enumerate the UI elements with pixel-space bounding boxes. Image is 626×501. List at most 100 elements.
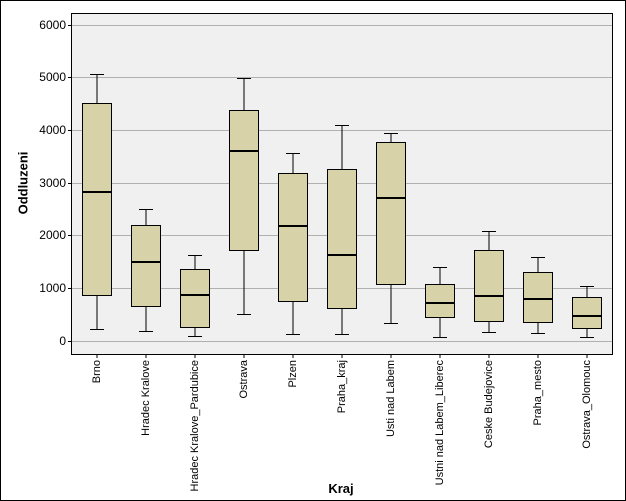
median-line — [229, 150, 259, 152]
x-axis-title: Kraj — [328, 481, 353, 496]
whisker-upper — [292, 153, 293, 173]
median-line — [327, 254, 357, 256]
whisker-cap-max — [482, 231, 496, 232]
median-line — [180, 294, 210, 296]
x-tick-label: Praha_kraj — [336, 360, 348, 413]
median-line — [474, 295, 504, 297]
whisker-upper — [243, 78, 244, 110]
x-tick-mark — [145, 354, 146, 358]
x-tick-mark — [489, 354, 490, 358]
whisker-cap-max — [531, 257, 545, 258]
x-tick-mark — [538, 354, 539, 358]
whisker-cap-min — [286, 334, 300, 335]
boxplot-group — [572, 14, 602, 354]
whisker-cap-min — [433, 337, 447, 338]
whisker-lower — [194, 328, 195, 336]
whisker-upper — [489, 231, 490, 251]
plot-area: 0100020003000400050006000BrnoHradec Kral… — [71, 13, 613, 355]
box-rect — [229, 110, 259, 251]
box-rect — [82, 103, 112, 296]
whisker-upper — [391, 133, 392, 142]
whisker-cap-min — [237, 314, 251, 315]
boxplot-group — [278, 14, 308, 354]
whisker-cap-min — [90, 329, 104, 330]
boxplot-group — [229, 14, 259, 354]
median-line — [425, 302, 455, 304]
y-tick-mark — [68, 288, 72, 289]
whisker-cap-min — [384, 323, 398, 324]
boxplot-chart: 0100020003000400050006000BrnoHradec Kral… — [0, 0, 626, 501]
x-tick-label: Brno — [91, 360, 103, 383]
whisker-upper — [342, 125, 343, 169]
y-tick-label: 2000 — [39, 228, 66, 242]
whisker-lower — [489, 322, 490, 332]
x-tick-mark — [292, 354, 293, 358]
whisker-lower — [440, 318, 441, 336]
whisker-upper — [145, 209, 146, 225]
x-tick-label: Ceske Budejovice — [483, 360, 495, 448]
median-line — [131, 261, 161, 263]
whisker-cap-max — [90, 74, 104, 75]
y-tick-label: 1000 — [39, 281, 66, 295]
box-rect — [376, 142, 406, 285]
median-line — [278, 225, 308, 227]
whisker-lower — [538, 323, 539, 333]
y-tick-label: 6000 — [39, 18, 66, 32]
whisker-cap-max — [335, 125, 349, 126]
boxplot-group — [376, 14, 406, 354]
whisker-cap-max — [139, 209, 153, 210]
boxplot-group — [131, 14, 161, 354]
boxplot-group — [327, 14, 357, 354]
x-tick-mark — [194, 354, 195, 358]
x-tick-mark — [96, 354, 97, 358]
whisker-upper — [538, 257, 539, 272]
y-tick-mark — [68, 77, 72, 78]
whisker-cap-max — [580, 286, 594, 287]
box-rect — [180, 269, 210, 328]
x-tick-label: Plzen — [287, 360, 299, 388]
whisker-cap-min — [580, 337, 594, 338]
whisker-lower — [292, 302, 293, 335]
x-tick-mark — [342, 354, 343, 358]
y-tick-label: 0 — [59, 334, 66, 348]
whisker-cap-max — [384, 133, 398, 134]
median-line — [376, 197, 406, 199]
x-tick-label: Ustni nad Labem_Liberec — [434, 360, 446, 485]
whisker-upper — [96, 74, 97, 103]
boxplot-group — [425, 14, 455, 354]
whisker-cap-min — [335, 334, 349, 335]
x-tick-label: Praha_mesto — [532, 360, 544, 425]
x-tick-mark — [391, 354, 392, 358]
y-tick-mark — [68, 235, 72, 236]
y-tick-label: 3000 — [39, 176, 66, 190]
median-line — [572, 315, 602, 317]
whisker-cap-max — [433, 267, 447, 268]
x-tick-mark — [587, 354, 588, 358]
x-tick-label: Ostrava — [238, 360, 250, 399]
whisker-lower — [587, 329, 588, 337]
x-tick-label: Hradec Kralove — [140, 360, 152, 436]
whisker-lower — [96, 296, 97, 329]
x-tick-mark — [440, 354, 441, 358]
box-rect — [474, 250, 504, 322]
y-tick-mark — [68, 25, 72, 26]
whisker-upper — [587, 286, 588, 297]
whisker-cap-min — [139, 331, 153, 332]
y-tick-mark — [68, 341, 72, 342]
x-tick-mark — [243, 354, 244, 358]
x-tick-label: Usti nad Labem — [385, 360, 397, 437]
y-axis-title: Oddluzeni — [16, 152, 31, 215]
whisker-upper — [440, 267, 441, 284]
whisker-lower — [145, 307, 146, 331]
box-rect — [278, 173, 308, 302]
x-tick-label: Ostrava_Olomouc — [581, 360, 593, 449]
whisker-cap-min — [482, 332, 496, 333]
whisker-cap-min — [188, 336, 202, 337]
boxplot-group — [523, 14, 553, 354]
whisker-cap-max — [188, 255, 202, 256]
whisker-lower — [243, 251, 244, 314]
boxplot-group — [180, 14, 210, 354]
y-tick-mark — [68, 183, 72, 184]
y-tick-label: 4000 — [39, 123, 66, 137]
whisker-cap-max — [286, 153, 300, 154]
